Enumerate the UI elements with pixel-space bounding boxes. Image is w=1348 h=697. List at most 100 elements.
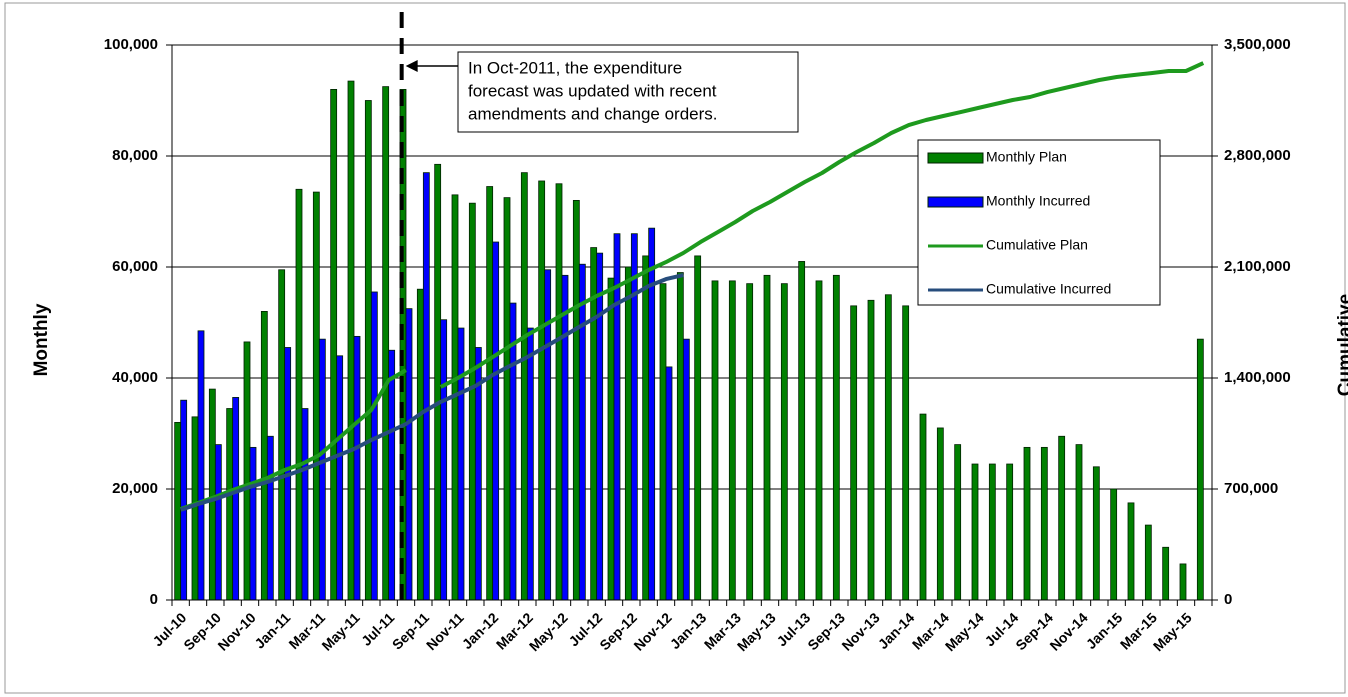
bar bbox=[676, 272, 684, 601]
y-tick-label: 0 bbox=[150, 591, 158, 608]
bar bbox=[624, 266, 632, 601]
x-tick-label: Jan-15 bbox=[1083, 609, 1126, 652]
bar bbox=[815, 280, 823, 601]
bar bbox=[578, 263, 586, 601]
bar bbox=[364, 100, 372, 601]
bar bbox=[370, 291, 378, 601]
x-tick-label: Nov-13 bbox=[838, 609, 882, 653]
bar bbox=[1144, 524, 1152, 601]
bar bbox=[318, 338, 326, 601]
x-tick-label: Jan-12 bbox=[459, 609, 502, 652]
x-tick-label: Sep-11 bbox=[389, 609, 432, 652]
bar bbox=[208, 388, 216, 601]
bar bbox=[278, 269, 286, 601]
bar bbox=[312, 191, 320, 601]
y2-tick-label: 700,000 bbox=[1224, 480, 1278, 497]
bar bbox=[232, 397, 240, 601]
bar bbox=[630, 233, 638, 601]
bar bbox=[1058, 435, 1066, 601]
bar bbox=[607, 277, 615, 601]
bar bbox=[301, 408, 309, 601]
bar bbox=[214, 444, 222, 601]
y2-tick-label: 2,100,000 bbox=[1224, 258, 1291, 275]
x-tick-label: May-12 bbox=[526, 609, 571, 654]
x-tick-label: Nov-10 bbox=[214, 609, 258, 653]
bar bbox=[544, 269, 552, 601]
line bbox=[180, 273, 684, 512]
bar bbox=[728, 280, 736, 601]
x-tick-label: May-11 bbox=[318, 609, 362, 653]
bar bbox=[330, 89, 338, 601]
bar bbox=[867, 299, 875, 601]
bar bbox=[266, 435, 274, 601]
bar bbox=[197, 330, 205, 601]
annotation-text: In Oct-2011, the expenditure bbox=[468, 58, 682, 77]
bar bbox=[902, 305, 910, 601]
bar bbox=[468, 202, 476, 601]
lines bbox=[180, 61, 1205, 512]
bar bbox=[226, 408, 234, 601]
annotation-box bbox=[457, 51, 799, 133]
bar bbox=[555, 183, 563, 601]
bar bbox=[596, 252, 604, 601]
bar bbox=[486, 186, 494, 601]
legend-label: Cumulative Plan bbox=[986, 237, 1088, 253]
x-tick-label: Nov-12 bbox=[630, 609, 674, 653]
bar bbox=[243, 341, 251, 601]
legend: Monthly Plan Monthly Incurred Cumulative P… bbox=[917, 139, 1161, 306]
bar bbox=[780, 283, 788, 601]
bar bbox=[503, 197, 511, 601]
legend-label: Cumulative Incurred bbox=[986, 281, 1111, 297]
bar bbox=[763, 274, 771, 601]
bar bbox=[1179, 563, 1187, 601]
x-tick-label: Nov-14 bbox=[1046, 609, 1090, 653]
y-tick-label: 20,000 bbox=[112, 480, 158, 497]
annotation-arrowhead bbox=[405, 60, 418, 72]
y-tick-label: 100,000 bbox=[104, 36, 158, 53]
x-tick-label: Jan-14 bbox=[875, 609, 918, 652]
bar bbox=[561, 274, 569, 601]
bar bbox=[191, 416, 199, 601]
bar bbox=[642, 255, 650, 601]
bars bbox=[174, 80, 1204, 601]
annotation-text: forecast was updated with recent bbox=[468, 81, 717, 100]
bar bbox=[422, 172, 430, 601]
y-tick-label: 40,000 bbox=[112, 369, 158, 386]
bar bbox=[336, 355, 344, 601]
bar bbox=[1023, 446, 1031, 601]
bar bbox=[711, 280, 719, 601]
bar bbox=[174, 421, 182, 601]
bar bbox=[988, 463, 996, 601]
bar bbox=[971, 463, 979, 601]
bar bbox=[1162, 546, 1170, 601]
bar bbox=[1075, 444, 1083, 601]
legend-box bbox=[917, 139, 1161, 306]
legend-label: Monthly Incurred bbox=[986, 193, 1090, 209]
bar bbox=[1196, 338, 1204, 601]
y-tick-label: 80,000 bbox=[112, 147, 158, 164]
annotation: In Oct-2011, the expenditure forecast was… bbox=[399, 12, 799, 600]
y-tick-label: 60,000 bbox=[112, 258, 158, 275]
bar bbox=[538, 180, 546, 601]
bar bbox=[572, 199, 580, 601]
bar bbox=[249, 446, 257, 601]
bar bbox=[954, 444, 962, 601]
bar bbox=[659, 283, 667, 601]
y2-tick-label: 2,800,000 bbox=[1224, 147, 1291, 164]
bar bbox=[936, 427, 944, 601]
legend-swatch bbox=[927, 152, 984, 164]
y2-tick-label: 3,500,000 bbox=[1224, 36, 1291, 53]
bar bbox=[798, 261, 806, 601]
bar bbox=[1110, 488, 1118, 601]
legend-label: Monthly Plan bbox=[986, 149, 1067, 165]
bar bbox=[919, 413, 927, 601]
x-tick-label: Jan-11 bbox=[251, 609, 293, 651]
bar bbox=[746, 283, 754, 601]
bar bbox=[405, 308, 413, 601]
bar bbox=[526, 327, 534, 601]
bar bbox=[457, 327, 465, 601]
bar bbox=[260, 310, 268, 601]
bar bbox=[434, 163, 442, 601]
bar bbox=[440, 319, 448, 601]
bar bbox=[850, 305, 858, 601]
